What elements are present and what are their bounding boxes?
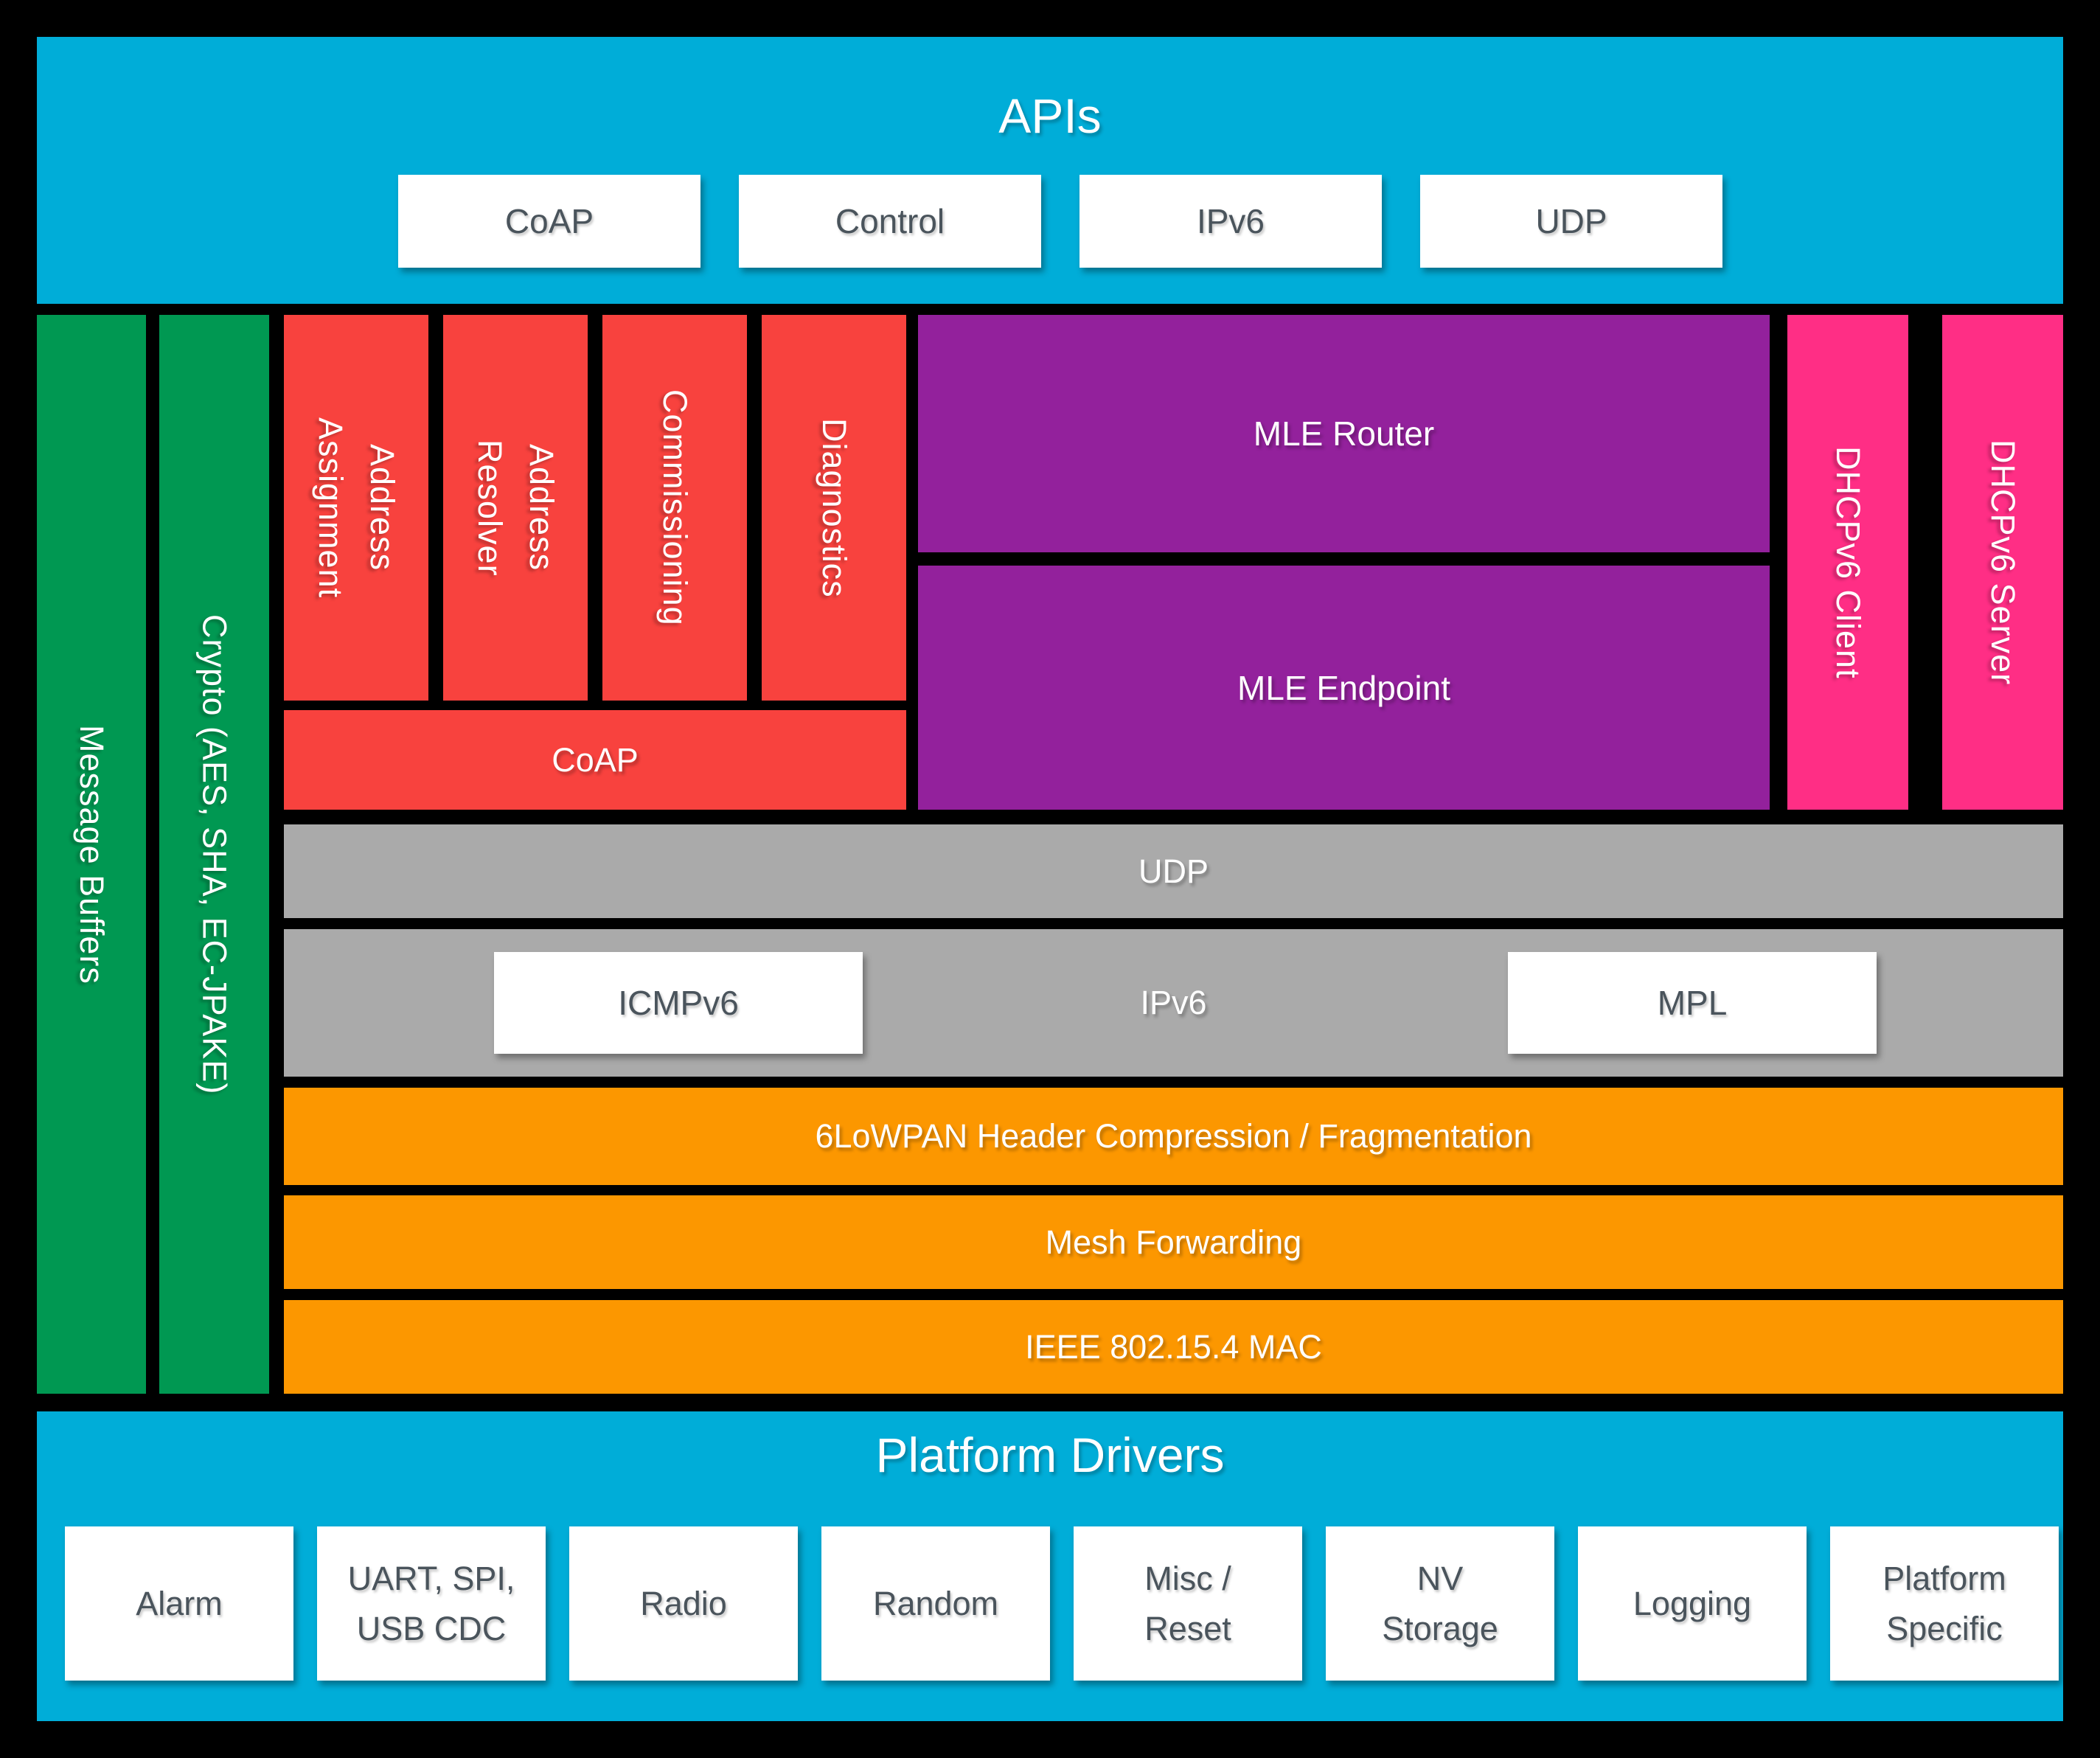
mpl-label: MPL	[1657, 983, 1728, 1022]
mle-router-label: MLE Router	[1253, 414, 1435, 453]
platform-box-alarm-label: Alarm	[136, 1584, 223, 1622]
dhcpv6-server-label: DHCPv6 Server	[1983, 439, 2022, 686]
feature-column-commissioning: Commissioning	[602, 315, 747, 701]
platform-drivers-title: Platform Drivers	[875, 1428, 1225, 1482]
icmpv6-box: ICMPv6	[494, 952, 863, 1054]
api-box-udp-label: UDP	[1535, 201, 1607, 240]
platform-box-logging-label: Logging	[1633, 1584, 1752, 1622]
api-box-coap: CoAP	[398, 175, 700, 268]
platform-box-logging: Logging	[1578, 1526, 1807, 1681]
platform-box-radio: Radio	[569, 1526, 798, 1681]
platform-box-misc-reset: Misc / Reset	[1074, 1526, 1302, 1681]
platform-box-uart-spi-usb-label: UART, SPI, USB CDC	[347, 1560, 515, 1647]
mle-endpoint-box: MLE Endpoint	[918, 566, 1770, 810]
apis-banner: APIs CoAP Control IPv6 UDP	[37, 37, 2063, 304]
dhcpv6-server-column: DHCPv6 Server	[1942, 315, 2063, 810]
api-box-ipv6-label: IPv6	[1196, 201, 1265, 240]
ipv6-bar-label: IPv6	[1140, 984, 1207, 1021]
mesh-forwarding-bar: Mesh Forwarding	[284, 1195, 2063, 1289]
udp-bar: UDP	[284, 824, 2063, 918]
api-box-ipv6: IPv6	[1079, 175, 1382, 268]
platform-drivers-banner: Platform Drivers Alarm UART, SPI, USB CD…	[37, 1411, 2063, 1721]
platform-box-random: Random	[821, 1526, 1050, 1681]
feature-column-address-resolver: Address Resolver	[443, 315, 588, 701]
platform-box-uart-spi-usb: UART, SPI, USB CDC	[317, 1526, 546, 1681]
mesh-forwarding-label: Mesh Forwarding	[1045, 1223, 1302, 1261]
api-box-udp: UDP	[1420, 175, 1722, 268]
apis-title: APIs	[998, 88, 1102, 143]
api-box-control: Control	[739, 175, 1041, 268]
feature-column-address-assignment: Address Assignment	[284, 315, 428, 701]
platform-box-radio-label: Radio	[640, 1584, 727, 1622]
crypto-label: Crypto (AES, SHA, EC-JPAKE)	[195, 614, 234, 1095]
mle-router-box: MLE Router	[918, 315, 1770, 552]
address-resolver-label: Address Resolver	[471, 439, 560, 577]
icmpv6-label: ICMPv6	[618, 983, 739, 1022]
message-buffers-column: Message Buffers	[37, 315, 146, 1394]
api-box-coap-label: CoAP	[504, 201, 594, 240]
commissioning-label: Commissioning	[656, 389, 694, 626]
mac-bar-label: IEEE 802.15.4 MAC	[1025, 1327, 1322, 1366]
coap-bar-label: CoAP	[552, 740, 639, 779]
feature-column-diagnostics: Diagnostics	[762, 315, 906, 701]
platform-box-nv-storage: NV Storage	[1326, 1526, 1554, 1681]
mac-bar: IEEE 802.15.4 MAC	[284, 1300, 2063, 1394]
dhcpv6-client-label: DHCPv6 Client	[1829, 445, 1867, 679]
udp-bar-label: UDP	[1138, 852, 1209, 890]
platform-box-random-label: Random	[872, 1584, 999, 1622]
lowpan-bar-label: 6LoWPAN Header Compression / Fragmentati…	[815, 1117, 1532, 1155]
lowpan-bar: 6LoWPAN Header Compression / Fragmentati…	[284, 1088, 2063, 1185]
platform-box-platform-specific-label: Platform Specific	[1882, 1560, 2006, 1647]
ipv6-bar: IPv6 ICMPv6 MPL	[284, 929, 2063, 1077]
platform-box-platform-specific: Platform Specific	[1830, 1526, 2059, 1681]
platform-box-nv-storage-label: NV Storage	[1382, 1560, 1498, 1647]
crypto-column: Crypto (AES, SHA, EC-JPAKE)	[159, 315, 269, 1394]
mpl-box: MPL	[1508, 952, 1877, 1054]
coap-bar: CoAP	[284, 710, 906, 810]
diagnostics-label: Diagnostics	[815, 417, 853, 598]
mle-endpoint-label: MLE Endpoint	[1237, 668, 1450, 707]
api-box-control-label: Control	[835, 201, 945, 240]
platform-box-misc-reset-label: Misc / Reset	[1144, 1560, 1231, 1647]
dhcpv6-client-column: DHCPv6 Client	[1787, 315, 1908, 810]
address-assignment-label: Address Assignment	[312, 417, 401, 599]
message-buffers-label: Message Buffers	[72, 724, 111, 984]
platform-box-alarm: Alarm	[65, 1526, 293, 1681]
